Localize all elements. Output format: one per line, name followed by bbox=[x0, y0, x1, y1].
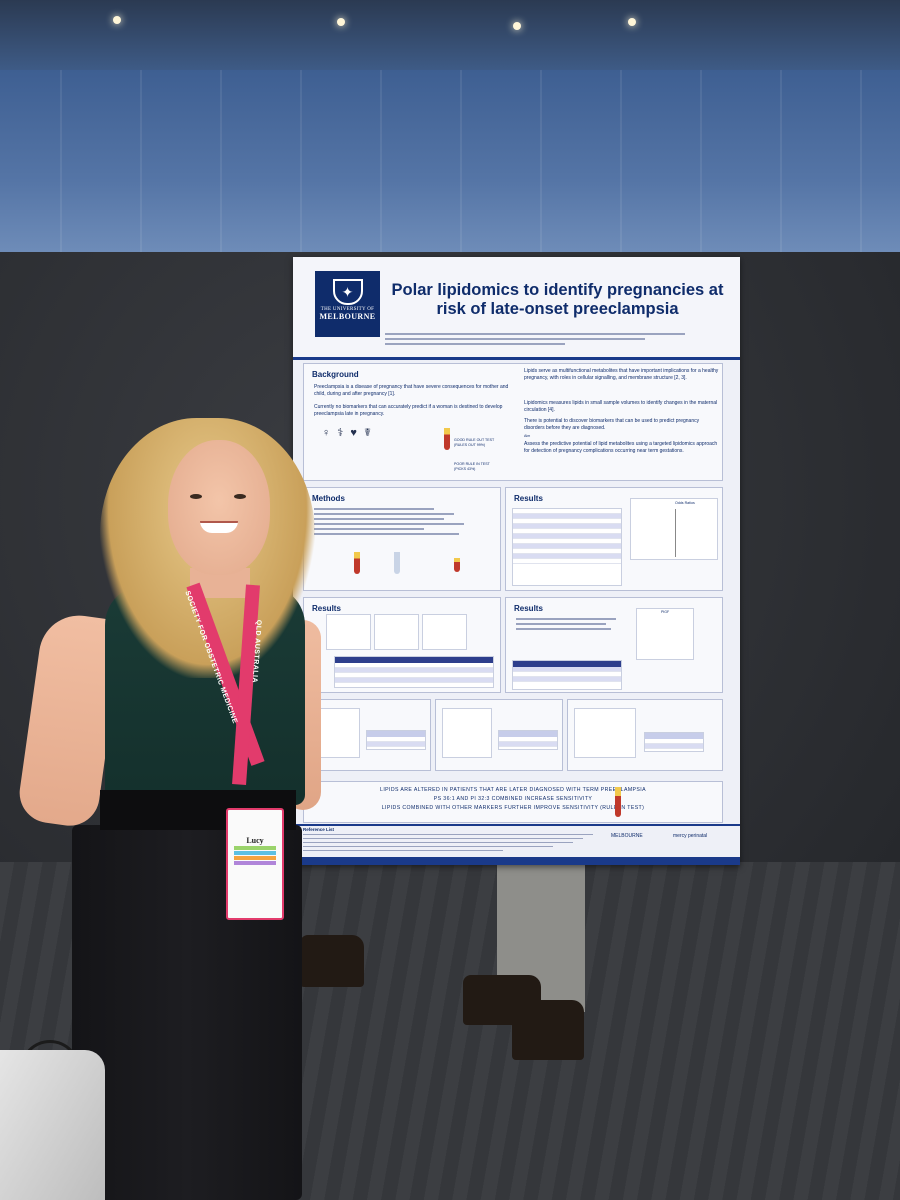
methods-panel: Methods bbox=[303, 487, 501, 591]
organ-icons: ♀ ⚕ ♥ ☤ bbox=[322, 427, 374, 439]
reference-list: Reference List bbox=[303, 827, 603, 854]
sample-tube-icon bbox=[394, 552, 400, 574]
poster-title: Polar lipidomics to identify pregnancies… bbox=[391, 281, 724, 318]
sponsor-logos: MELBOURNE mercy perinatal bbox=[611, 831, 729, 857]
combined-table bbox=[498, 730, 558, 750]
badge-first-name: Lucy bbox=[246, 836, 264, 845]
tote-bag bbox=[0, 1050, 105, 1200]
rule-in-label: POOR RULE IN TEST (PICKS 43%) bbox=[454, 462, 490, 471]
ceiling-light bbox=[513, 22, 521, 30]
background-bullet: Lipids serve as multifunctional metaboli… bbox=[524, 368, 719, 381]
right-eye bbox=[234, 494, 246, 499]
conclusion-line: PS 36:1 AND PI 32:3 COMBINED INCREASE SE… bbox=[433, 796, 593, 802]
header-divider bbox=[293, 357, 740, 360]
poster-affiliations bbox=[385, 333, 730, 353]
university-logo: ✦ THE UNIVERSITY OF MELBOURNE bbox=[315, 271, 380, 337]
blue-curtain-wall bbox=[0, 70, 900, 255]
background-bullet: Lipidomics measures lipids in small samp… bbox=[524, 400, 718, 413]
bottom-bar bbox=[293, 857, 740, 865]
aim-label: Aim bbox=[524, 434, 531, 438]
badge-stripe bbox=[234, 846, 276, 850]
results-heading: Results bbox=[514, 604, 543, 613]
results-plgf-panel: Results PlGF bbox=[505, 597, 723, 693]
crest-icon: ✦ bbox=[332, 279, 363, 305]
badge-stripe bbox=[234, 861, 276, 865]
odds-ratio-title: Odds Ratios bbox=[675, 501, 695, 505]
poster-header: ✦ THE UNIVERSITY OF MELBOURNE Polar lipi… bbox=[293, 257, 740, 357]
odds-ratio-plot: Odds Ratios bbox=[630, 498, 718, 560]
blood-tube-icon bbox=[615, 787, 621, 817]
background-bullet: Preeclampsia is a disease of pregnancy t… bbox=[314, 384, 509, 397]
ceiling-light bbox=[337, 18, 345, 26]
results-combined-panel bbox=[435, 699, 563, 771]
background-panel: Background Preeclampsia is a disease of … bbox=[303, 363, 723, 481]
badge-stripe bbox=[234, 851, 276, 855]
background-heading: Background bbox=[312, 370, 359, 379]
research-poster: ✦ THE UNIVERSITY OF MELBOURNE Polar lipi… bbox=[293, 257, 740, 865]
background-bullet: Currently no biomarkers that can accurat… bbox=[314, 404, 503, 417]
reference-heading: Reference List bbox=[303, 827, 335, 832]
auc-table bbox=[334, 656, 494, 688]
methods-heading: Methods bbox=[312, 494, 345, 503]
blood-tube-icon bbox=[444, 428, 450, 450]
man-trouser-leg bbox=[540, 862, 585, 1012]
combined-table bbox=[644, 732, 704, 752]
man-shoe bbox=[512, 1000, 584, 1060]
plgf-roc-curve: PlGF bbox=[636, 608, 694, 660]
background-bullet: Assess the predictive potential of lipid… bbox=[524, 441, 718, 454]
name-badge: Lucy bbox=[226, 808, 284, 920]
man-shoe bbox=[300, 935, 364, 987]
conclusions-box: LIPIDS ARE ALTERED IN PATIENTS THAT ARE … bbox=[303, 781, 723, 823]
sample-tube-icon bbox=[454, 558, 460, 572]
footer-divider bbox=[293, 824, 740, 826]
combined-table bbox=[366, 730, 426, 750]
sample-tube-icon bbox=[354, 552, 360, 574]
badge-stripe bbox=[234, 856, 276, 860]
plgf-table bbox=[512, 660, 622, 690]
conclusion-line: LIPIDS ARE ALTERED IN PATIENTS THAT ARE … bbox=[380, 787, 646, 793]
background-bullet: There is potential to discover biomarker… bbox=[524, 418, 700, 431]
ceiling-light bbox=[628, 18, 636, 26]
man-trouser-leg bbox=[497, 862, 543, 982]
face bbox=[168, 440, 270, 575]
smile bbox=[200, 521, 238, 533]
left-eye bbox=[190, 494, 202, 499]
combined-roc-curve bbox=[442, 708, 492, 758]
results-roc-panel: Results bbox=[303, 597, 501, 693]
results-combined-panel bbox=[567, 699, 723, 771]
results-table bbox=[512, 508, 622, 586]
results-heading: Results bbox=[312, 604, 341, 613]
sponsor-university: MELBOURNE bbox=[611, 833, 643, 839]
results-heading: Results bbox=[514, 494, 543, 503]
combined-roc-curve bbox=[574, 708, 636, 758]
conclusion-line: LIPIDS COMBINED WITH OTHER MARKERS FURTH… bbox=[381, 805, 645, 811]
roc-curve bbox=[422, 614, 467, 650]
plgf-label: PlGF bbox=[661, 610, 670, 614]
ceiling bbox=[0, 0, 900, 70]
results-odds-panel: Results Odds Ratios bbox=[505, 487, 723, 591]
ceiling-light bbox=[113, 16, 121, 24]
sponsor-hospital: mercy perinatal bbox=[673, 833, 708, 839]
roc-curve bbox=[326, 614, 371, 650]
roc-curve bbox=[374, 614, 419, 650]
rule-out-label: GOOD RULE OUT TEST (RULES OUT 99%) bbox=[454, 438, 495, 447]
